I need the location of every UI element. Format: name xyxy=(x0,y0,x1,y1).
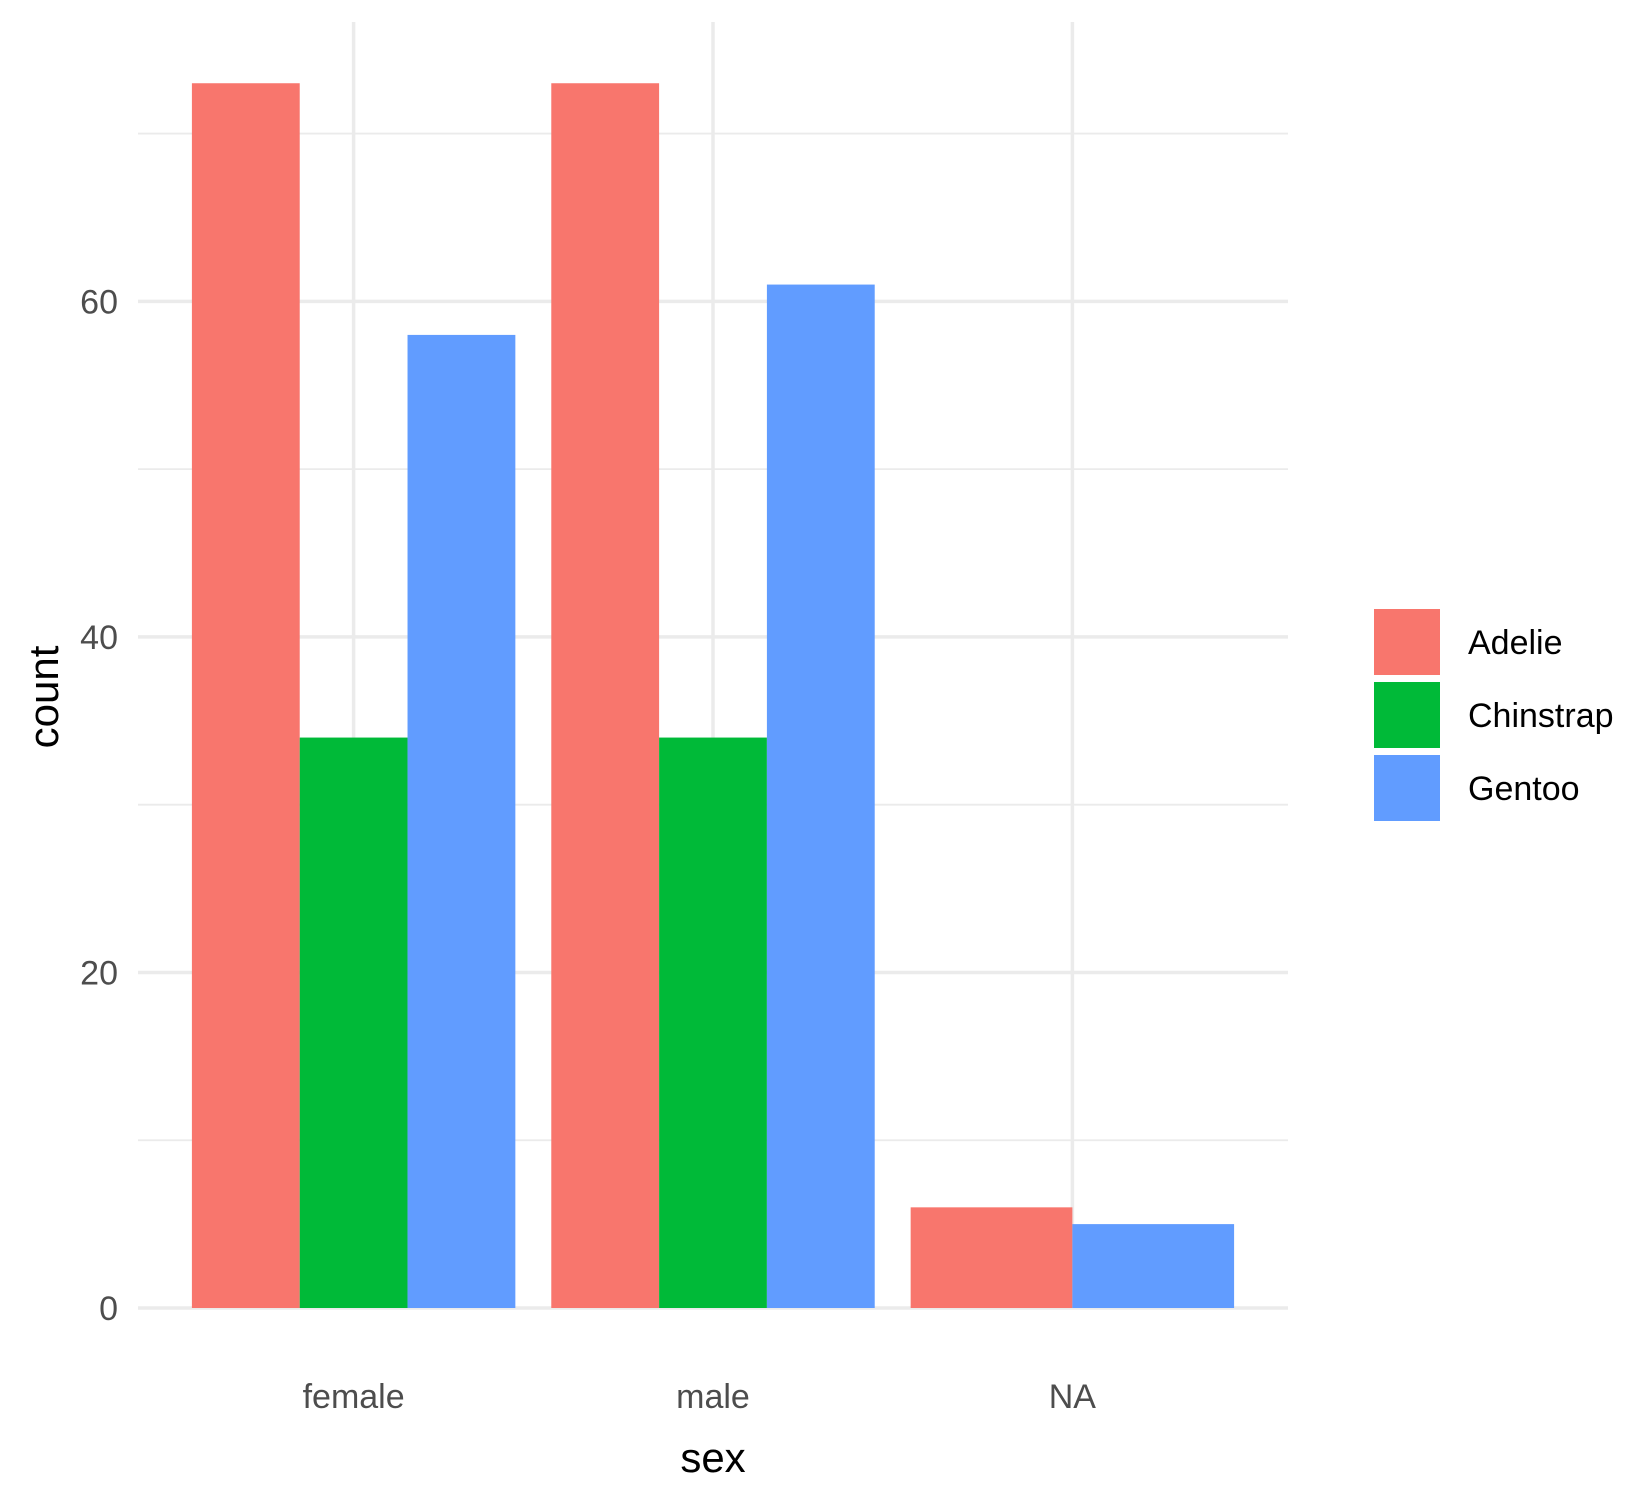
bar-chinstrap-male xyxy=(659,737,767,1308)
y-tick-label: 0 xyxy=(99,1290,118,1328)
x-tick-label: male xyxy=(676,1378,750,1416)
x-tick-label: female xyxy=(303,1378,405,1416)
x-axis-title: sex xyxy=(680,1434,745,1481)
legend-key-gentoo xyxy=(1374,755,1440,821)
legend-label-gentoo: Gentoo xyxy=(1468,770,1580,808)
y-tick-label: 40 xyxy=(80,619,118,657)
legend-key-chinstrap xyxy=(1374,682,1440,748)
bar-gentoo-female xyxy=(407,334,516,1308)
bar-adelie-male xyxy=(551,83,660,1309)
legend-key-adelie xyxy=(1374,609,1440,675)
bar-gentoo-na xyxy=(1072,1224,1235,1308)
bars-layer xyxy=(191,83,1235,1309)
x-tick-label: NA xyxy=(1049,1378,1097,1416)
axis-layer: 0 20 40 60 female male NA xyxy=(80,283,1096,1416)
legend: Adelie Chinstrap Gentoo xyxy=(1374,609,1614,821)
y-tick-label: 60 xyxy=(80,283,118,321)
bar-chinstrap-female xyxy=(299,737,408,1308)
bar-gentoo-male xyxy=(766,284,875,1308)
bar-adelie-female xyxy=(191,83,300,1309)
y-axis-title: count xyxy=(20,645,67,748)
legend-label-adelie: Adelie xyxy=(1468,624,1563,662)
y-tick-label: 20 xyxy=(80,954,118,992)
bar-adelie-na xyxy=(910,1207,1073,1308)
legend-label-chinstrap: Chinstrap xyxy=(1468,697,1614,735)
